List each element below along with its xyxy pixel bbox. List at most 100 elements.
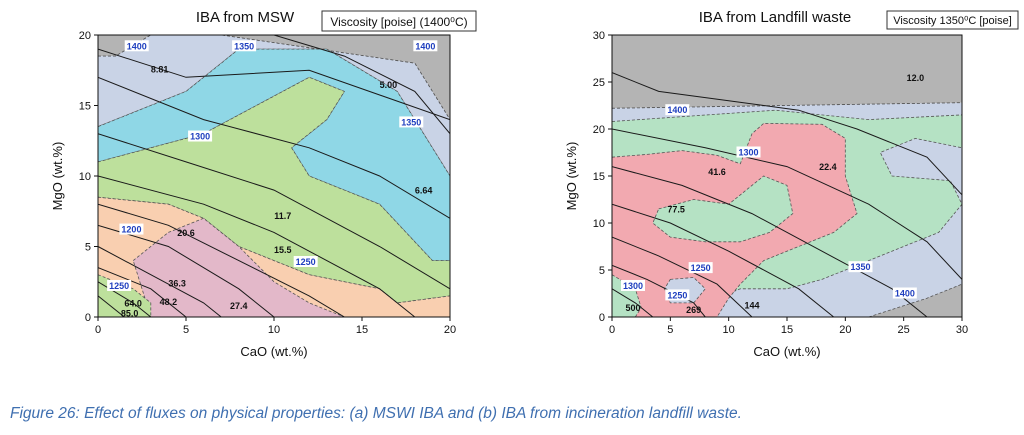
isoline-label: 77.5: [667, 204, 685, 214]
liquidus-label: 1350: [234, 41, 254, 51]
x-tick-label: 10: [723, 324, 735, 336]
liquidus-label-bg: [232, 40, 257, 52]
liquidus-label-bg: [736, 146, 761, 158]
liquidus-label: 1250: [109, 281, 129, 291]
liquidus-labels: 1400 1300 1350 1400 1250 1300 1250: [621, 104, 917, 301]
legend-box: [886, 10, 1019, 30]
isoline-label: 12.0: [907, 73, 925, 83]
liquidus-label: 1250: [296, 257, 316, 267]
x-tick-label: 15: [781, 324, 793, 336]
y-tick-label: 20: [593, 124, 605, 136]
liquidus-label: 1250: [667, 290, 687, 300]
isoline-5.00: [273, 35, 450, 135]
liquidus-label-bg: [293, 256, 318, 268]
liquidus-label: 1400: [895, 289, 915, 299]
isoline-15.5: [98, 175, 416, 317]
region-light_green-4: [652, 175, 794, 243]
isoline-label: 64.0: [124, 298, 142, 308]
liquidus-label: 1250: [691, 263, 711, 273]
chart-title: IBA from MSW: [196, 9, 295, 26]
isoline-6.64: [98, 76, 450, 219]
viscosity-isolines: [612, 72, 962, 317]
y-tick-label: 0: [85, 312, 91, 324]
axis-ticks: 0 5 10 15 20 0 5 10 15 20: [79, 30, 456, 336]
y-axis-label: MgO (wt.%): [50, 142, 65, 211]
x-tick-label: 20: [839, 324, 851, 336]
isoline-144: [612, 236, 753, 317]
liquidus-label: 1200: [121, 225, 141, 235]
y-tick-label: 5: [85, 242, 91, 254]
y-tick-label: 10: [79, 171, 91, 183]
y-tick-label: 15: [79, 101, 91, 113]
liquidus-label: 1350: [850, 262, 870, 272]
x-tick-label: 30: [956, 324, 968, 336]
figure-caption: Figure 26: Effect of fluxes on physical …: [10, 405, 742, 422]
x-tick-label: 5: [667, 324, 673, 336]
x-tick-label: 0: [609, 324, 615, 336]
chart-title: IBA from Landfill waste: [699, 9, 852, 26]
liquidus-label-bg: [413, 40, 438, 52]
isoline-20.6: [98, 203, 345, 317]
isoline-label: 8.81: [151, 64, 169, 74]
isoline-labels: 12.0 22.4 41.6 77.5 144 269 500: [625, 73, 924, 315]
isoline-label: 36.3: [168, 279, 186, 289]
liquidus-label-bg: [848, 261, 873, 273]
isoline-label: 15.5: [274, 245, 292, 255]
isoline-label: 269: [686, 305, 701, 315]
legend-box: [321, 10, 477, 32]
liquidus-label-bg: [107, 279, 132, 291]
x-axis-label: CaO (wt.%): [753, 344, 820, 359]
y-tick-label: 20: [79, 30, 91, 42]
liquidus-label: 1400: [667, 105, 687, 115]
x-tick-label: 25: [898, 324, 910, 336]
liquidus-label-bg: [119, 223, 144, 235]
isoline-label: 6.64: [415, 186, 433, 196]
isoline-label: 500: [625, 303, 640, 313]
x-tick-label: 0: [95, 324, 101, 336]
legend-label: Viscosity 1350⁰C [poise]: [893, 15, 1012, 27]
isoline-label: 41.6: [708, 167, 726, 177]
isoline-11.7: [98, 133, 450, 290]
liquidus-label: 1300: [623, 281, 643, 291]
isoline-label: 11.7: [274, 211, 291, 221]
isoline-36.3: [98, 246, 222, 317]
isoline-label: 20.6: [177, 228, 195, 238]
y-tick-label: 25: [593, 77, 605, 89]
liquidus-label-bg: [124, 40, 149, 52]
liquidus-label: 1300: [738, 148, 758, 158]
y-tick-label: 5: [599, 265, 605, 277]
x-tick-label: 5: [183, 324, 189, 336]
y-tick-label: 10: [593, 218, 605, 230]
isoline-label: 144: [744, 300, 759, 310]
isoline-label: 27.4: [230, 301, 248, 311]
y-tick-label: 30: [593, 30, 605, 42]
isoline-12.0: [612, 72, 962, 196]
axis-ticks: 0 5 10 15 20 25 30 0 5 10 15 20 25 30: [593, 30, 968, 336]
y-tick-label: 0: [599, 312, 605, 324]
isoline-label: 22.4: [819, 162, 837, 172]
isoline-500: [612, 288, 654, 317]
isoline-label: 5.00: [380, 80, 398, 90]
liquidus-label-bg: [665, 104, 690, 116]
isoline-label: 48.2: [160, 297, 178, 307]
liquidus-label-bg: [621, 279, 645, 291]
isoline-8.81: [98, 48, 450, 121]
liquidus-label: 1350: [401, 117, 421, 127]
isoline-77.5: [612, 203, 835, 317]
liquidus-label-bg: [688, 262, 713, 274]
region-gray-0: [612, 35, 962, 109]
liquidus-labels: 1400 1350 1400 1350 1300 1200 1250 1250: [107, 40, 438, 291]
liquidus-label: 1400: [415, 41, 435, 51]
y-tick-label: 15: [593, 171, 605, 183]
liquidus-label-bg: [892, 287, 917, 299]
x-axis-label: CaO (wt.%): [240, 344, 307, 359]
x-tick-label: 15: [356, 324, 368, 336]
chart-landfill: IBA from Landfill waste Viscosity 1350⁰C…: [564, 9, 1019, 359]
x-tick-label: 20: [444, 324, 456, 336]
isoline-labels: 8.81 5.00 6.64 11.7 15.5 20.6 27.4 36.3 48.2 64.0…: [121, 64, 432, 318]
isoline-48.2: [98, 267, 187, 317]
liquidus-label-bg: [188, 130, 213, 142]
region-gray-7: [868, 283, 962, 317]
isoline-22.4: [612, 128, 962, 280]
liquidus-label-bg: [399, 116, 424, 128]
